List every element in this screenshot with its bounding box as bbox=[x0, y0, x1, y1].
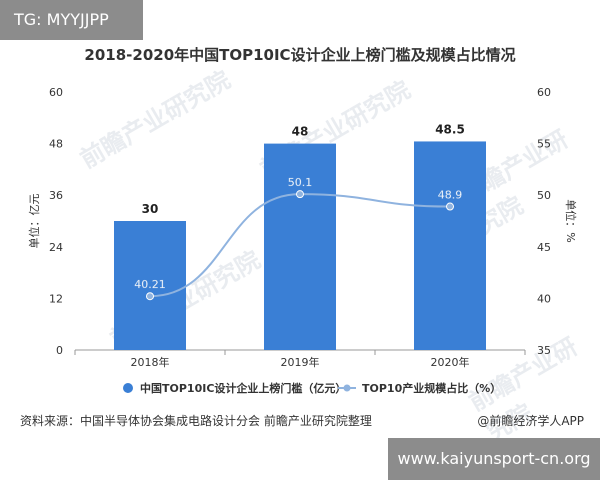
bar-value-label: 30 bbox=[142, 202, 159, 216]
line-value-label: 40.21 bbox=[134, 278, 166, 291]
tag-label: TG: MYYJJPP bbox=[0, 0, 143, 40]
y-tick-label: 36 bbox=[49, 189, 63, 202]
y2-axis-label: 单位：% bbox=[564, 199, 578, 242]
line-value-label: 48.9 bbox=[438, 189, 463, 202]
legend-marker-line-dot bbox=[343, 384, 351, 392]
bar-value-label: 48.5 bbox=[435, 122, 465, 136]
credit-note: @前瞻经济学人APP bbox=[477, 414, 584, 428]
bar bbox=[264, 143, 336, 350]
x-tick-label: 2020年 bbox=[431, 355, 470, 369]
y-axis-label: 单位：亿元 bbox=[27, 194, 41, 249]
y-tick-label: 48 bbox=[49, 138, 63, 151]
line-point bbox=[296, 190, 304, 199]
line-series bbox=[149, 193, 451, 298]
x-tick-label: 2019年 bbox=[281, 355, 320, 369]
legend-marker-bar bbox=[123, 383, 133, 393]
chart-title: 2018-2020年中国TOP10IC设计企业上榜门槛及规模占比情况 bbox=[84, 46, 516, 64]
source-note: 资料来源：中国半导体协会集成电路设计分会 前瞻产业研究院整理 bbox=[20, 414, 372, 428]
y2-tick-label: 55 bbox=[537, 138, 551, 151]
y-tick-label: 12 bbox=[49, 292, 63, 305]
y2-tick-label: 40 bbox=[537, 292, 551, 305]
y-tick-label: 0 bbox=[56, 344, 63, 357]
y-tick-label: 60 bbox=[49, 86, 63, 99]
bar bbox=[414, 141, 486, 350]
line-point bbox=[446, 202, 454, 211]
legend-label-bar: 中国TOP10IC设计企业上榜门槛（亿元） bbox=[140, 381, 346, 395]
line-value-label: 50.1 bbox=[288, 176, 313, 189]
y2-tick-label: 50 bbox=[537, 189, 551, 202]
legend-label-line: TOP10产业规模占比（%） bbox=[362, 381, 501, 395]
y2-tick-label: 35 bbox=[537, 344, 551, 357]
bar-value-label: 48 bbox=[292, 125, 309, 139]
site-label: www.kaiyunsport-cn.org bbox=[388, 438, 600, 480]
x-tick-label: 2018年 bbox=[131, 355, 170, 369]
line-point bbox=[146, 292, 154, 301]
y2-tick-label: 45 bbox=[537, 241, 551, 254]
bar bbox=[114, 221, 186, 350]
y2-tick-label: 60 bbox=[537, 86, 551, 99]
y-tick-label: 24 bbox=[49, 241, 63, 254]
